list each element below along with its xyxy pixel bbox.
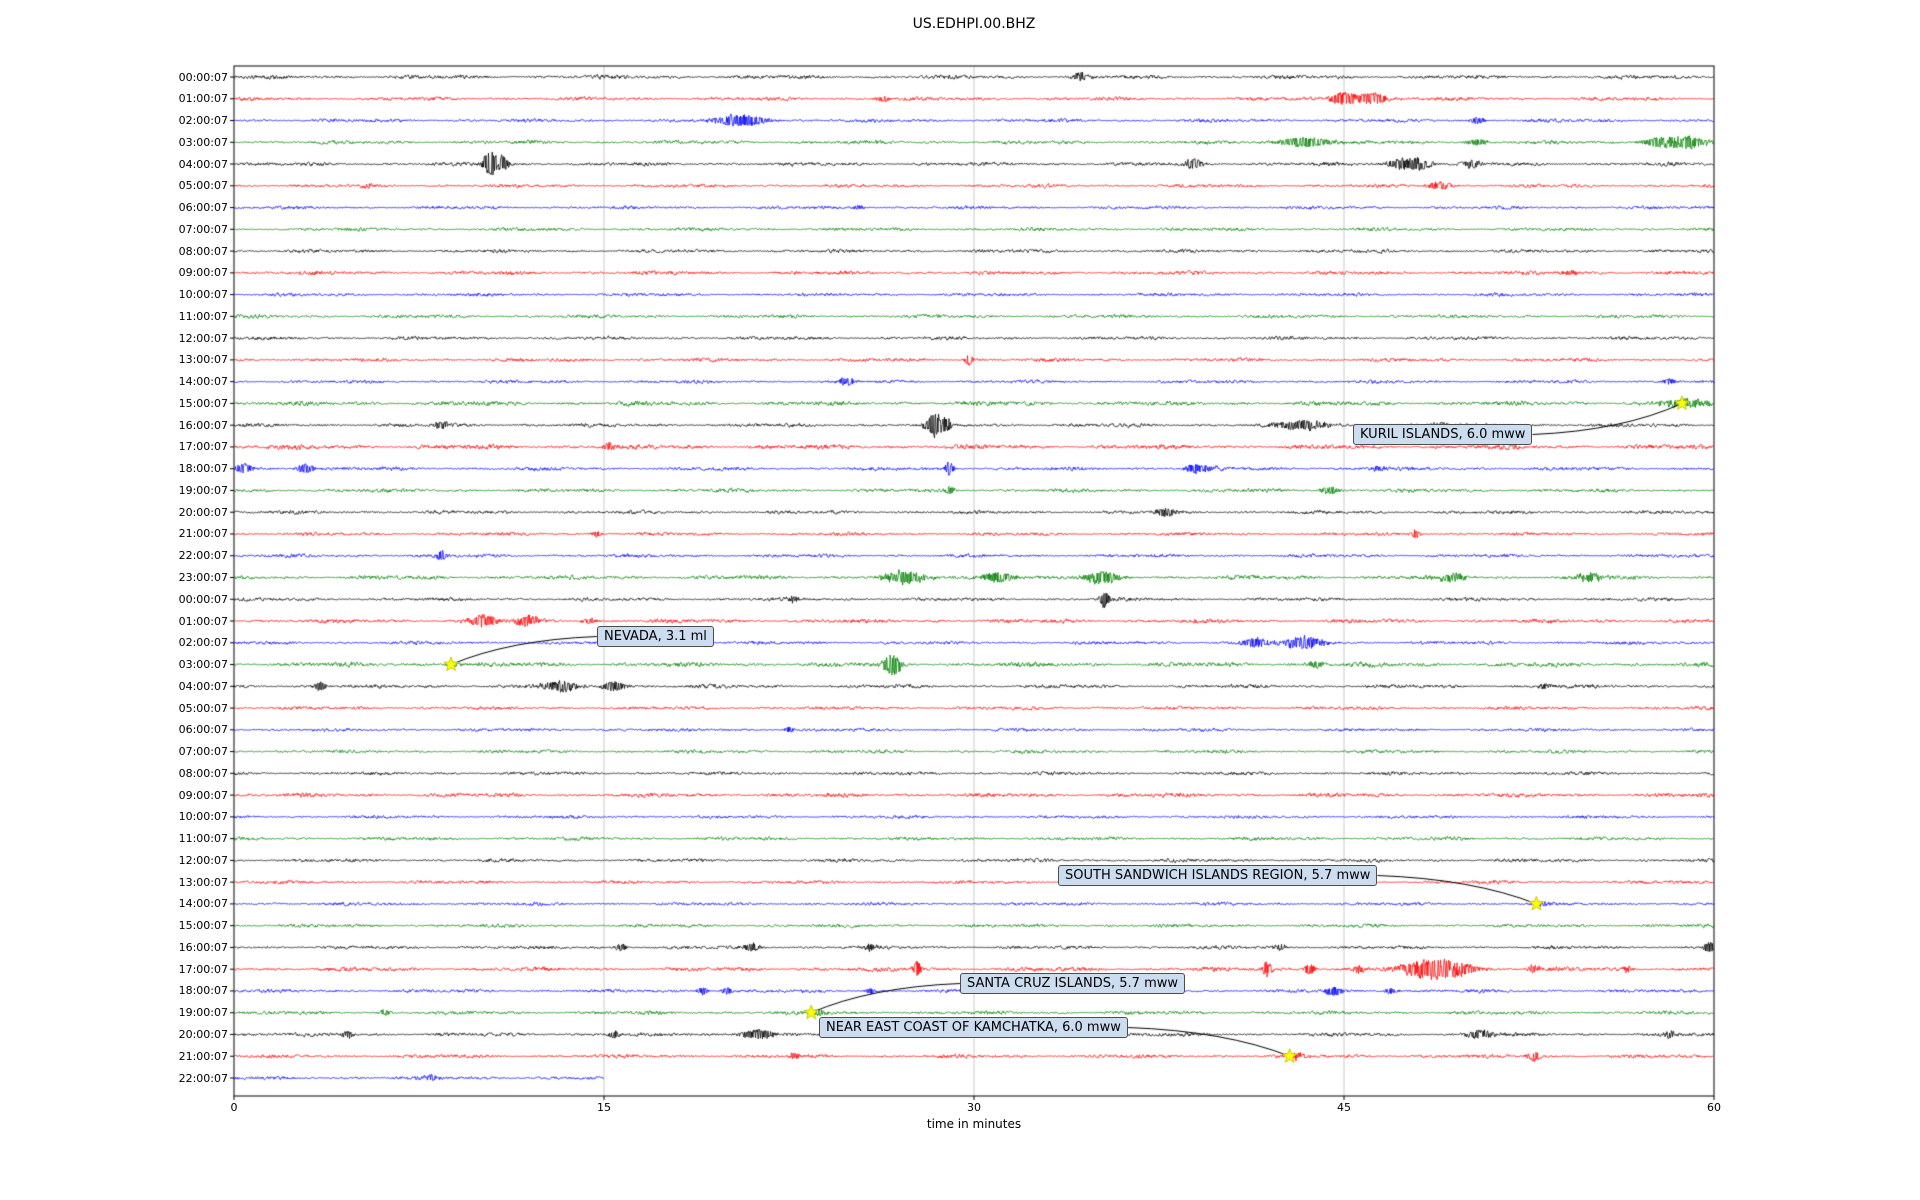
row-time-label: 15:00:07	[178, 396, 228, 410]
row-time-label: 14:00:07	[178, 375, 228, 389]
x-tick-label: 0	[230, 1101, 238, 1114]
row-time-label: 13:00:07	[178, 353, 228, 367]
row-time-label: 16:00:07	[178, 418, 228, 432]
row-time-label: 13:00:07	[178, 875, 228, 889]
event-annotation-label: SANTA CRUZ ISLANDS, 5.7 mww	[960, 973, 1186, 994]
event-annotation-label: NEAR EAST COAST OF KAMCHATKA, 6.0 mww	[819, 1017, 1128, 1038]
x-tick-label: 45	[1337, 1101, 1351, 1114]
x-tick-label: 30	[967, 1101, 981, 1114]
row-time-label: 22:00:07	[178, 549, 228, 563]
row-time-label: 09:00:07	[178, 788, 228, 802]
row-time-label: 20:00:07	[178, 505, 228, 519]
row-time-label: 08:00:07	[178, 766, 228, 780]
chart-title: US.EDHPI.00.BHZ	[912, 16, 1036, 32]
row-time-label: 02:00:07	[178, 114, 228, 128]
row-time-label: 18:00:07	[178, 984, 228, 998]
row-time-label: 21:00:07	[178, 1049, 228, 1063]
row-time-label: 15:00:07	[178, 919, 228, 933]
row-time-label: 11:00:07	[178, 832, 228, 846]
row-time-label: 05:00:07	[178, 701, 228, 715]
row-time-label: 12:00:07	[178, 853, 228, 867]
row-time-label: 04:00:07	[178, 679, 228, 693]
row-time-label: 00:00:07	[178, 592, 228, 606]
row-time-label: 03:00:07	[178, 658, 228, 672]
row-time-label: 22:00:07	[178, 1071, 228, 1085]
row-time-label: 17:00:07	[178, 440, 228, 454]
x-axis-label: time in minutes	[926, 1117, 1022, 1131]
row-time-label: 18:00:07	[178, 462, 228, 476]
row-time-label: 08:00:07	[178, 244, 228, 258]
row-time-label: 11:00:07	[178, 309, 228, 323]
row-time-label: 19:00:07	[178, 1006, 228, 1020]
x-tick-label: 60	[1707, 1101, 1721, 1114]
row-time-label: 14:00:07	[178, 897, 228, 911]
row-time-label: 01:00:07	[178, 614, 228, 628]
event-annotation-label: SOUTH SANDWICH ISLANDS REGION, 5.7 mww	[1058, 865, 1378, 886]
row-time-label: 05:00:07	[178, 179, 228, 193]
row-time-label: 19:00:07	[178, 483, 228, 497]
row-time-label: 12:00:07	[178, 331, 228, 345]
row-time-label: 21:00:07	[178, 527, 228, 541]
row-time-label: 17:00:07	[178, 962, 228, 976]
row-time-label: 10:00:07	[178, 288, 228, 302]
row-time-label: 16:00:07	[178, 940, 228, 954]
row-time-label: 10:00:07	[178, 810, 228, 824]
row-time-label: 07:00:07	[178, 745, 228, 759]
row-time-label: 09:00:07	[178, 266, 228, 280]
row-time-label: 06:00:07	[178, 201, 228, 215]
row-time-label: 00:00:07	[178, 70, 228, 84]
row-time-label: 04:00:07	[178, 157, 228, 171]
row-time-label: 07:00:07	[178, 222, 228, 236]
row-time-label: 06:00:07	[178, 723, 228, 737]
row-time-label: 20:00:07	[178, 1027, 228, 1041]
row-time-label: 02:00:07	[178, 636, 228, 650]
row-time-label: 23:00:07	[178, 571, 228, 584]
row-time-label: 01:00:07	[178, 92, 228, 106]
event-annotation-label: KURIL ISLANDS, 6.0 mww	[1353, 424, 1533, 445]
x-tick-label: 15	[597, 1101, 611, 1114]
event-annotation-label: NEVADA, 3.1 ml	[597, 626, 714, 647]
row-time-label: 03:00:07	[178, 135, 228, 149]
